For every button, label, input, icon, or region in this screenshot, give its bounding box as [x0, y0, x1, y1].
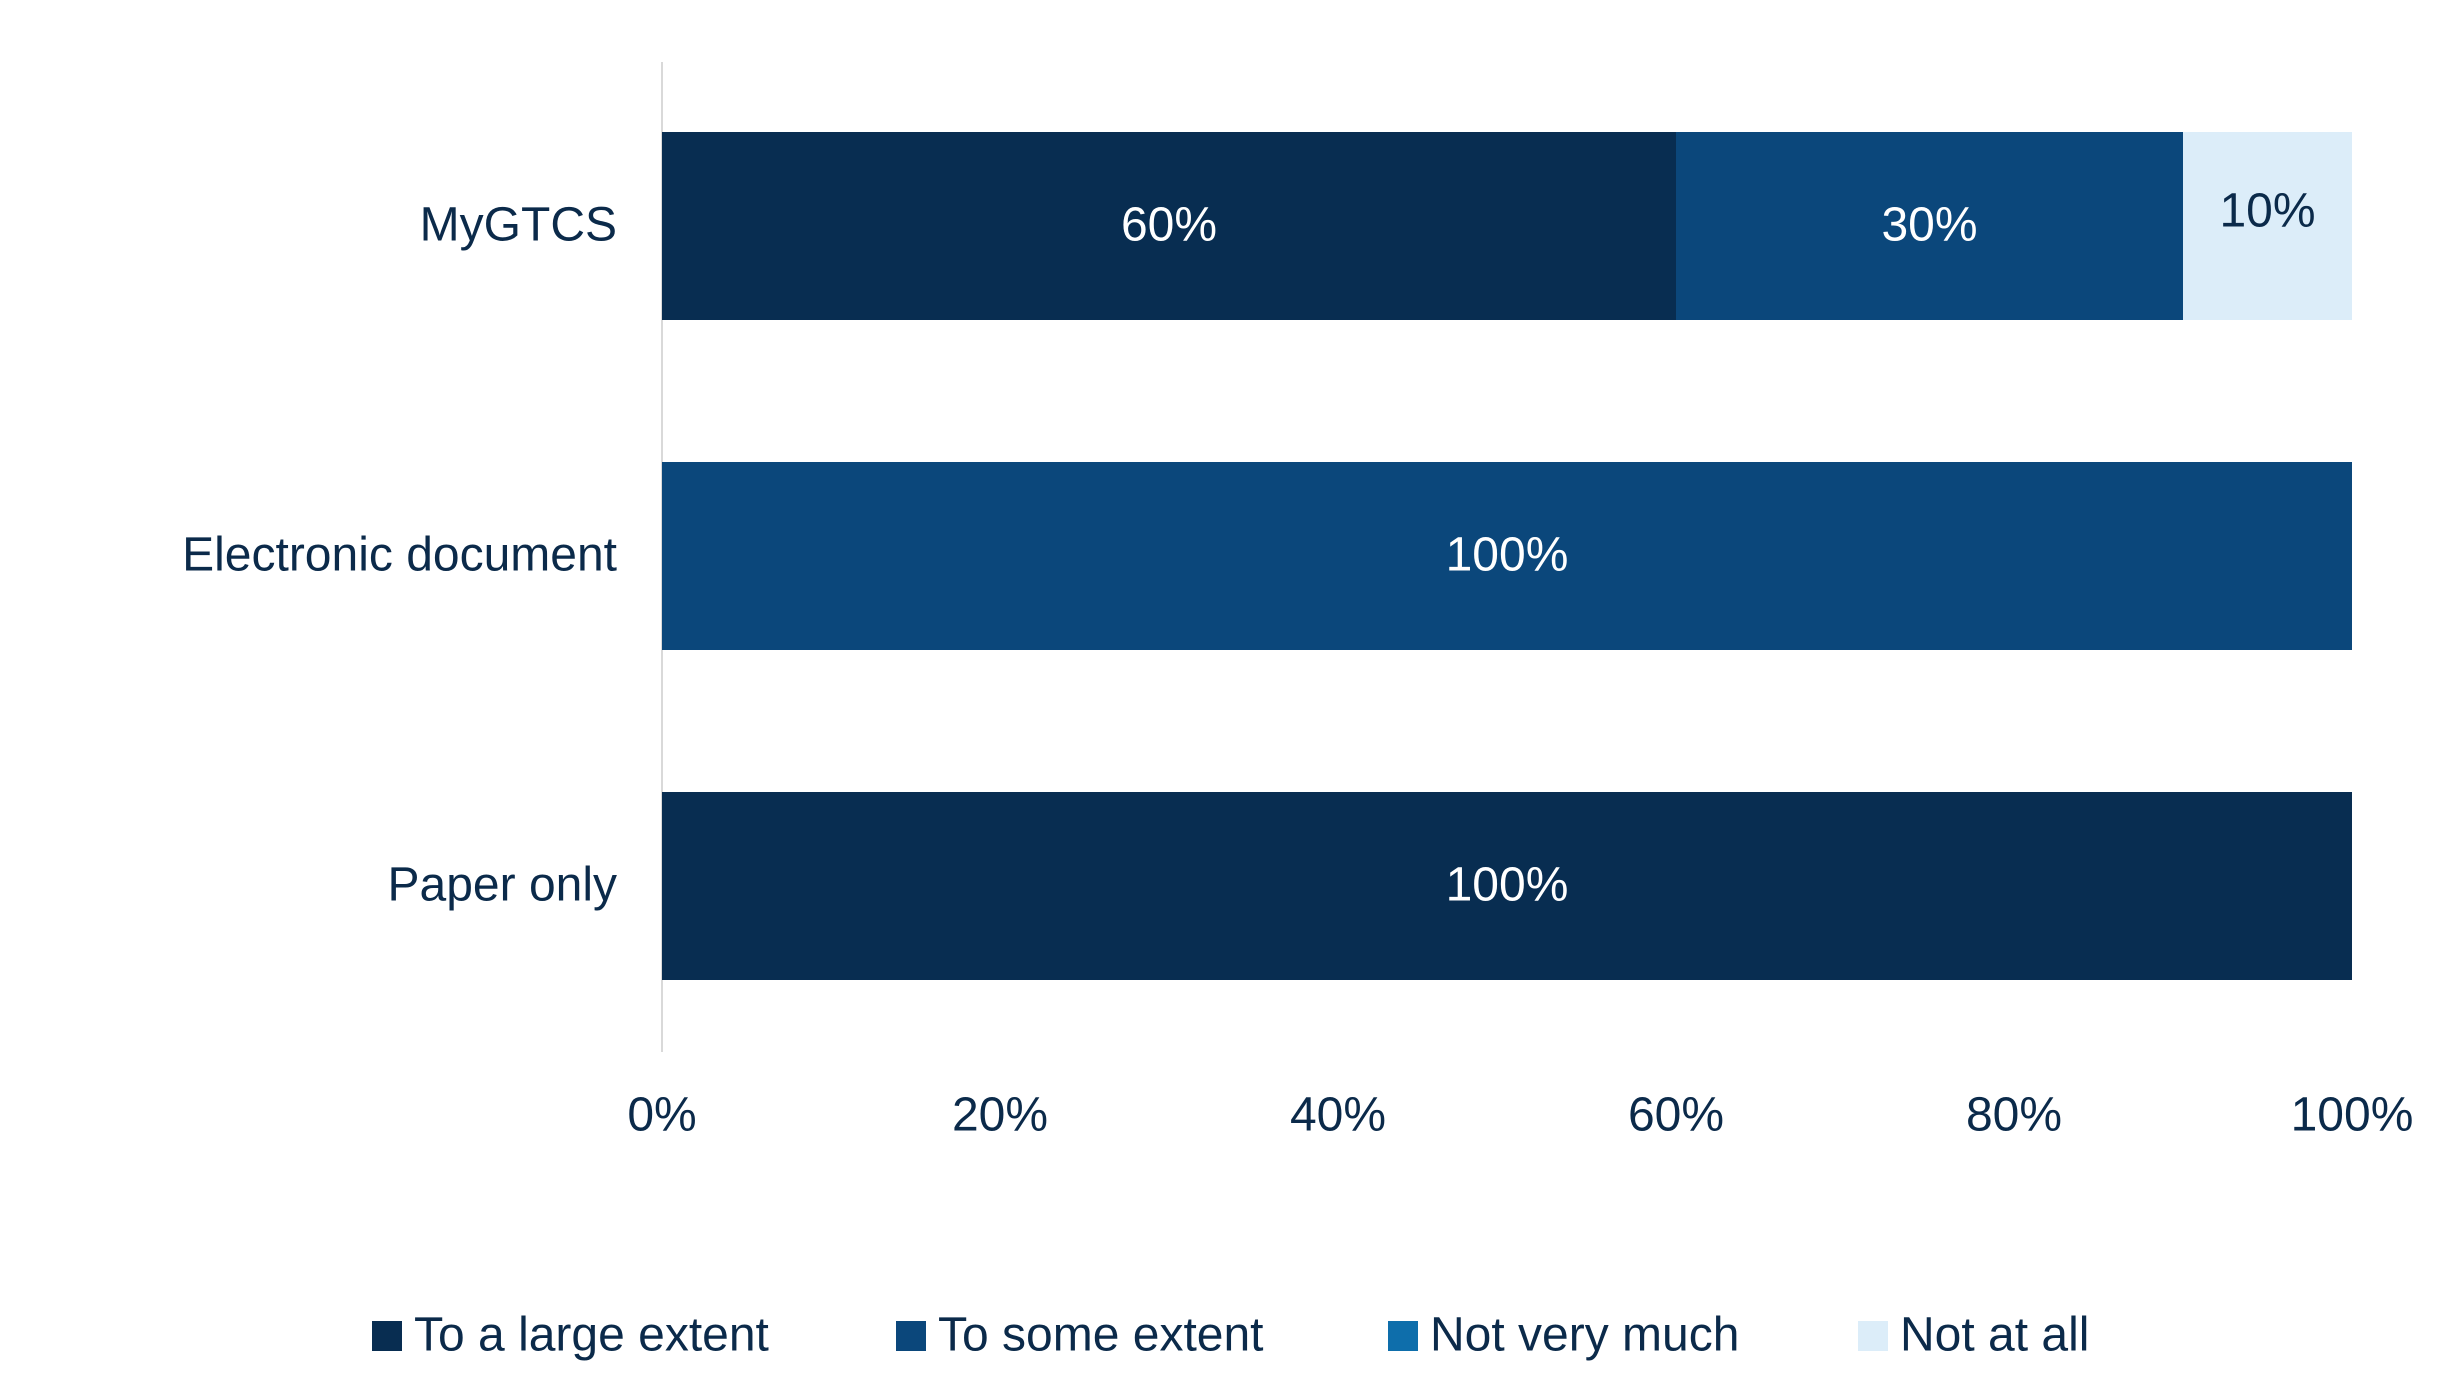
legend-swatch-to-some-extent — [896, 1321, 926, 1351]
legend-swatch-not-at-all — [1858, 1321, 1888, 1351]
x-tick-label: 100% — [2291, 1089, 2414, 1142]
x-tick-label: 40% — [1290, 1089, 1386, 1142]
legend-label-not-very-much: Not very much — [1430, 1309, 1739, 1362]
x-tick-label: 60% — [1628, 1089, 1724, 1142]
category-label-paper-only: Paper only — [388, 859, 617, 912]
legend-swatch-not-very-much — [1388, 1321, 1418, 1351]
data-label-paper-only-to-a-large-extent: 100% — [1446, 859, 1569, 912]
data-label-electronic-document-to-some-extent: 100% — [1446, 529, 1569, 582]
data-label-mygtcs-to-some-extent: 30% — [1881, 199, 1977, 252]
bar-segment-mygtcs-not-at-all — [2183, 132, 2352, 320]
legend: To a large extent To some extent Not very … — [372, 1309, 2089, 1362]
legend-label-to-some-extent: To some extent — [938, 1309, 1264, 1362]
x-tick-label: 80% — [1966, 1089, 2062, 1142]
category-labels: MyGTCS Electronic document Paper only — [182, 199, 617, 912]
bar-segment-electronic-document-to-some-extent — [662, 462, 2352, 650]
legend-label-not-at-all: Not at all — [1900, 1309, 2089, 1362]
bar-segment-paper-only-to-a-large-extent — [662, 792, 2352, 980]
bars-layer: 60% 30% 10% 100% 100% — [662, 132, 2352, 980]
x-tick-label: 0% — [627, 1089, 696, 1142]
category-label-mygtcs: MyGTCS — [420, 199, 617, 252]
x-axis-ticks: 0% 20% 40% 60% 80% 100% — [627, 1089, 2413, 1142]
legend-label-to-a-large-extent: To a large extent — [414, 1309, 769, 1362]
category-label-electronic-document: Electronic document — [182, 529, 617, 582]
bar-segment-mygtcs-to-some-extent — [1676, 132, 2183, 320]
data-label-mygtcs-to-a-large-extent: 60% — [1121, 199, 1217, 252]
bar-segment-mygtcs-to-a-large-extent — [662, 132, 1676, 320]
legend-swatch-to-a-large-extent — [372, 1321, 402, 1351]
data-label-mygtcs-not-at-all: 10% — [2219, 185, 2315, 238]
x-tick-label: 20% — [952, 1089, 1048, 1142]
